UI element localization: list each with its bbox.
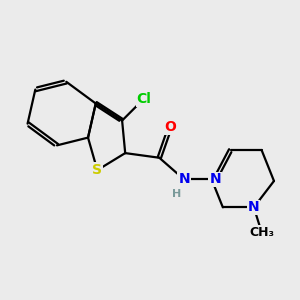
Text: N: N (209, 172, 221, 186)
Text: N: N (178, 172, 190, 186)
Text: N: N (248, 200, 260, 214)
Text: S: S (92, 163, 102, 177)
Text: Cl: Cl (136, 92, 151, 106)
Text: H: H (172, 189, 181, 199)
Text: O: O (164, 120, 176, 134)
Text: CH₃: CH₃ (249, 226, 274, 238)
